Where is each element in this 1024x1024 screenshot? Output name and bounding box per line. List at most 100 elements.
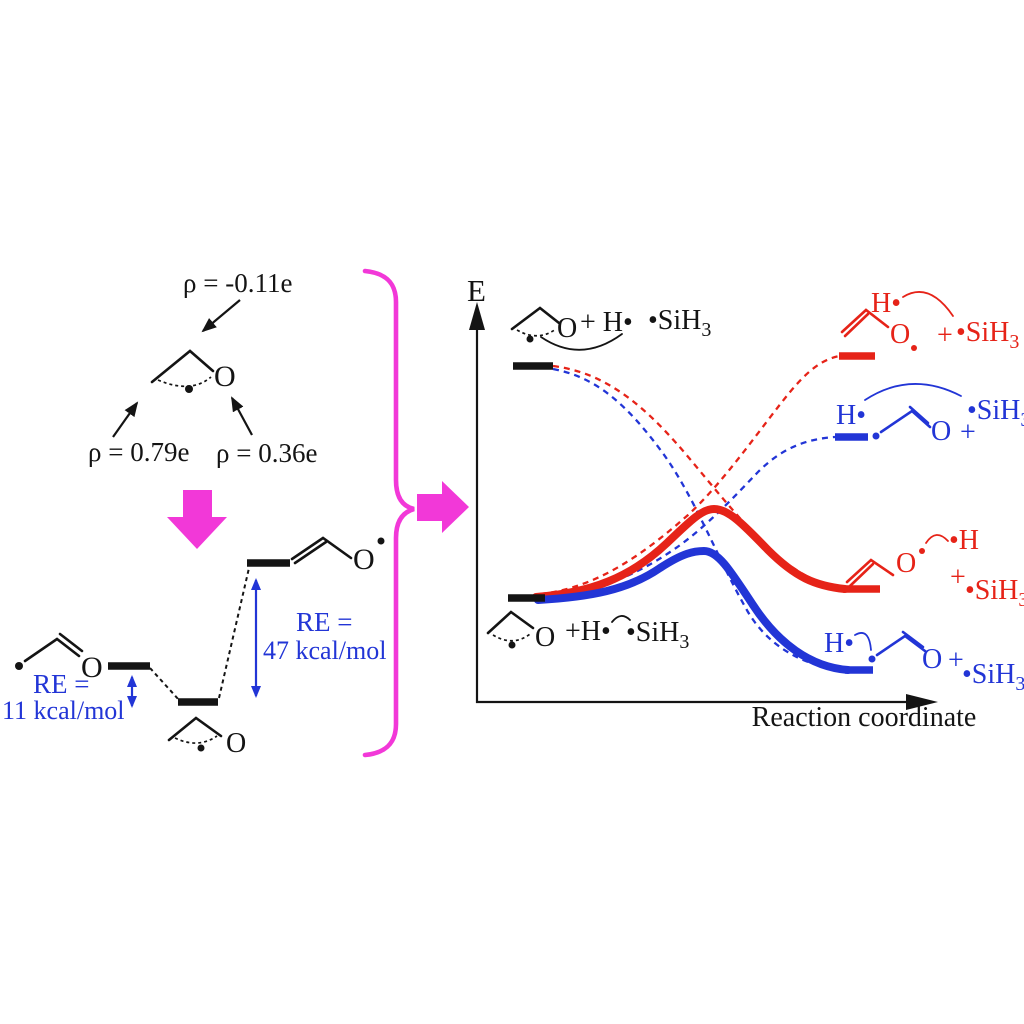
silyl-label: •SiH3 bbox=[965, 575, 1024, 611]
bond-lines bbox=[167, 716, 223, 742]
right-panel: E Reaction coordinate O + H• •SiH3 bbox=[467, 273, 1024, 733]
double-bond-line bbox=[58, 632, 84, 653]
oxygen-atom: O bbox=[81, 651, 103, 684]
charge-label-bottom-left: ρ = 0.79e bbox=[88, 437, 189, 467]
reactants-top-group: O + H• •SiH3 bbox=[510, 305, 711, 351]
bond-lines bbox=[290, 536, 353, 561]
h-radical-label: H• bbox=[824, 628, 854, 659]
formylmethyl-structure: O bbox=[15, 632, 103, 684]
re-large-label-2: 47 kcal/mol bbox=[263, 636, 386, 665]
products-red-low-group: O •H + •SiH3 bbox=[845, 525, 1024, 611]
interaction-arc bbox=[540, 333, 623, 351]
silyl-label: •SiH3 bbox=[648, 305, 711, 341]
radical-dot bbox=[377, 537, 385, 545]
x-axis-arrowhead bbox=[906, 694, 938, 710]
down-block-arrow bbox=[167, 490, 227, 549]
oxygen-atom: O bbox=[931, 416, 951, 447]
bond-lines bbox=[510, 306, 561, 331]
double-bond-line bbox=[843, 312, 870, 338]
oxygen-atom: O bbox=[557, 313, 577, 344]
bond-lines bbox=[840, 308, 890, 334]
products-red-top-group: O H• + •SiH3 bbox=[840, 288, 1019, 353]
plus-sign: + bbox=[948, 645, 964, 676]
oxygen-atom: O bbox=[922, 644, 942, 675]
oxygen-atom: O bbox=[214, 360, 236, 393]
h-radical-label: H• bbox=[836, 400, 866, 431]
oxygen-radical-dot bbox=[919, 548, 925, 554]
resonance-arc bbox=[516, 328, 557, 337]
bond-lines bbox=[486, 610, 535, 635]
bond-lines bbox=[150, 349, 215, 384]
interaction-arc bbox=[611, 615, 631, 623]
charge-arrow-right bbox=[231, 396, 253, 436]
oxygen-radical-dot bbox=[911, 345, 917, 351]
radical-dot bbox=[526, 335, 534, 343]
plus-h-label: + H• bbox=[580, 307, 633, 338]
red-dashed-descending-curve bbox=[552, 364, 846, 590]
radical-dot bbox=[185, 385, 193, 393]
transfer-arc bbox=[854, 632, 872, 651]
re-small-label-1: RE = bbox=[33, 669, 89, 699]
charge-arrow-top bbox=[201, 299, 241, 333]
dashed-connector-2 bbox=[218, 567, 250, 699]
double-bond-line bbox=[908, 405, 930, 425]
oxygen-atom: O bbox=[353, 543, 375, 576]
reactants-bottom-group: O +H• •SiH3 bbox=[486, 610, 689, 653]
energy-ladder: O RE = 11 kcal/mol O O bbox=[2, 536, 386, 759]
red-solid-path bbox=[532, 504, 849, 601]
radical-dot bbox=[508, 641, 516, 649]
oxygen-atom: O bbox=[890, 319, 910, 350]
transfer-arc bbox=[902, 291, 954, 317]
curly-brace bbox=[362, 268, 415, 758]
silyl-label: •SiH3 bbox=[967, 395, 1024, 431]
resonance-arc bbox=[157, 376, 212, 388]
resonance-arc bbox=[492, 633, 531, 642]
charge-arrow-left bbox=[112, 401, 139, 438]
silyl-label: •SiH3 bbox=[626, 617, 689, 653]
transfer-arc bbox=[864, 383, 962, 401]
y-axis-label: E bbox=[467, 273, 486, 308]
bond-lines bbox=[845, 558, 895, 584]
charge-label-top: ρ = -0.11e bbox=[183, 268, 292, 298]
vinyloxy-structure: O bbox=[290, 536, 385, 576]
products-blue-mid-group: H• O + •SiH3 bbox=[836, 383, 1024, 448]
bond-lines bbox=[875, 634, 927, 657]
y-axis-arrowhead bbox=[469, 302, 485, 330]
vinoxy-structure-small: O bbox=[167, 716, 246, 759]
silyl-label: •SiH3 bbox=[956, 317, 1019, 353]
charge-label-bottom-right: ρ = 0.36e bbox=[216, 438, 317, 468]
red-dashed-ascending-curve bbox=[539, 354, 840, 596]
oxygen-atom: O bbox=[226, 728, 246, 759]
plus-sign: + bbox=[950, 562, 966, 593]
x-axis-label: Reaction coordinate bbox=[752, 702, 977, 733]
left-panel: ρ = -0.11e ρ = 0.79e ρ = 0.36e O bbox=[2, 268, 386, 759]
blue-dashed-descending-curve bbox=[552, 367, 848, 672]
radical-dot bbox=[868, 655, 876, 663]
products-blue-bottom-group: H• O + •SiH3 bbox=[824, 628, 1024, 695]
dashed-connector-1 bbox=[149, 667, 180, 701]
h-radical-label: •H bbox=[949, 525, 979, 556]
right-block-arrow bbox=[417, 481, 469, 533]
bond-lines bbox=[23, 637, 81, 663]
transfer-arc bbox=[925, 534, 949, 544]
re-large-label-1: RE = bbox=[296, 607, 352, 637]
axes: E Reaction coordinate bbox=[467, 273, 976, 733]
oxygen-atom: O bbox=[896, 548, 916, 579]
blue-solid-path bbox=[534, 546, 852, 674]
bond-lines bbox=[879, 409, 932, 434]
oxygen-atom: O bbox=[535, 622, 555, 653]
re-small-label-2: 11 kcal/mol bbox=[2, 696, 125, 725]
plus-h-label: +H• bbox=[565, 616, 611, 647]
brace-and-arrow bbox=[362, 268, 469, 758]
double-bond-line bbox=[848, 562, 875, 588]
silyl-label: •SiH3 bbox=[962, 659, 1024, 695]
plus-sign: + bbox=[937, 320, 953, 351]
plus-sign: + bbox=[960, 417, 976, 448]
radical-dot bbox=[197, 744, 205, 752]
h-radical-label: H• bbox=[871, 288, 901, 319]
double-bond-line bbox=[901, 630, 925, 649]
radical-dot bbox=[872, 432, 880, 440]
charge-annotation: ρ = -0.11e ρ = 0.79e ρ = 0.36e O bbox=[88, 268, 317, 468]
